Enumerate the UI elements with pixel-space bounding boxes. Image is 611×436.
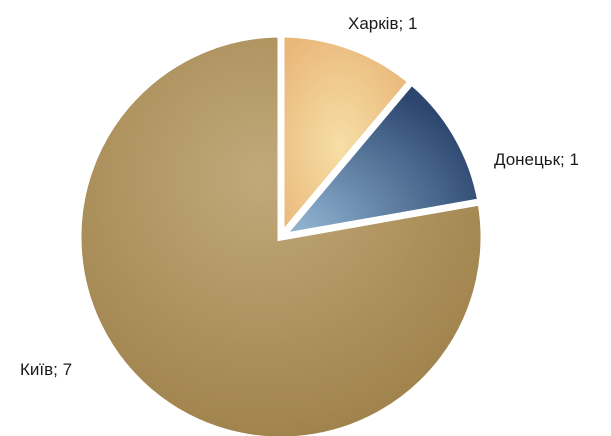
slice-donetsk	[272, 76, 485, 243]
slice-kharkiv	[277, 30, 417, 247]
slice-label-donetsk: Донецьк; 1	[494, 150, 579, 169]
slice-kyiv	[74, 30, 488, 436]
slice-label-kharkiv: Харків; 1	[348, 14, 417, 33]
pie-slices	[74, 30, 488, 436]
slice-label-kyiv: Київ; 7	[20, 360, 72, 379]
